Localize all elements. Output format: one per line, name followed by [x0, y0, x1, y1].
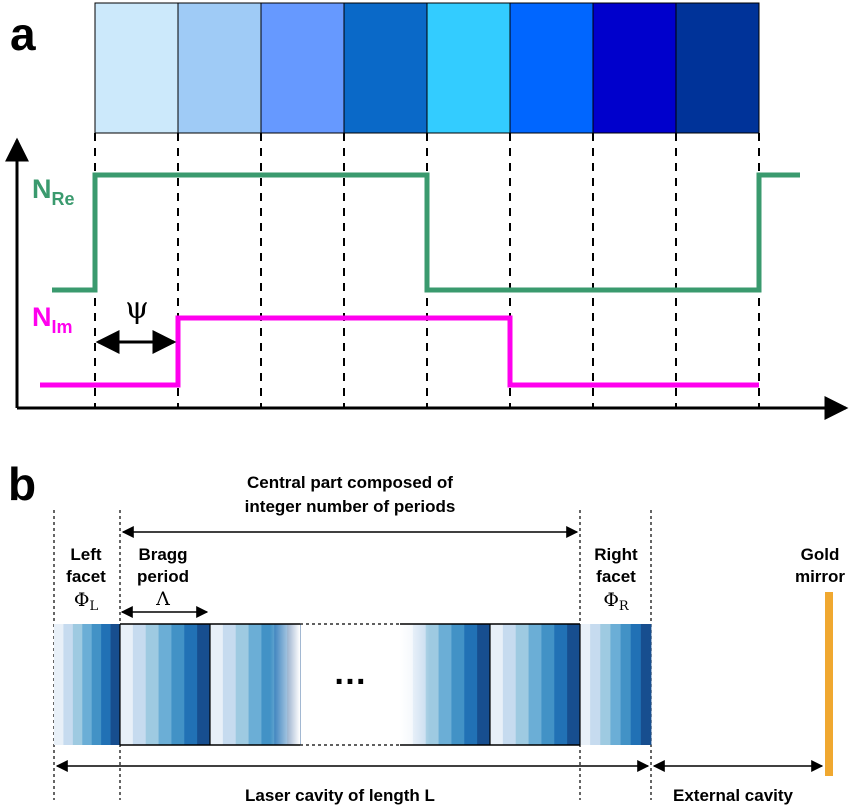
grating-stripe — [515, 624, 529, 745]
right-facet-stripe — [630, 624, 642, 745]
left-facet-stripe — [101, 624, 111, 745]
left-facet-phase: ΦL — [74, 589, 99, 614]
color-cell — [94, 2, 179, 134]
left-facet-stripe — [54, 624, 64, 745]
grating-stripe — [554, 624, 568, 745]
left-facet-stripe — [63, 624, 74, 745]
bragg-period-stripe — [197, 624, 211, 745]
right-facet-stripe — [640, 624, 652, 745]
grating-stripe — [451, 624, 465, 745]
n-im-profile — [40, 315, 759, 388]
right-facet-stripe — [610, 624, 621, 745]
color-cell — [426, 2, 511, 134]
ellipsis: … — [333, 654, 367, 692]
n-im-subscript: Im — [52, 317, 73, 337]
grating-stripe — [477, 624, 491, 745]
bragg-period-stripe — [145, 624, 159, 745]
left-facet-stripe — [82, 624, 93, 745]
bragg-period-stripe — [184, 624, 198, 745]
grating-stripe — [502, 624, 517, 745]
central-part-line-2: integer number of periods — [245, 497, 456, 516]
psi-label: ψ — [125, 291, 149, 326]
left-facet-stripe — [72, 624, 83, 745]
grating-stripe — [248, 624, 262, 745]
color-cell — [675, 2, 760, 134]
gold-mirror — [825, 592, 833, 776]
grating-stripe — [438, 624, 452, 745]
bragg-period-stripe — [158, 624, 172, 745]
gold-mirror-label-2: mirror — [795, 567, 845, 586]
grating-stripe — [541, 624, 555, 745]
left-facet-label-2: facet — [66, 567, 106, 586]
color-cell — [343, 2, 428, 134]
fade-left-block — [270, 624, 300, 745]
right-facet-stripe — [620, 624, 632, 745]
right-facet-stripe — [580, 624, 591, 745]
bragg-period-stripe — [132, 624, 147, 745]
grating-stripe — [528, 624, 542, 745]
left-facet-label-1: Left — [70, 545, 102, 564]
grating-stripe — [235, 624, 249, 745]
color-cell — [260, 2, 345, 134]
grating-stripe — [222, 624, 237, 745]
grating-stripe — [490, 624, 504, 745]
grating-stripe — [464, 624, 478, 745]
n-re-label: NRe — [32, 174, 75, 209]
right-facet-label-2: facet — [596, 567, 636, 586]
color-cell — [509, 2, 594, 134]
color-cell — [592, 2, 677, 134]
right-facet-stripe — [590, 624, 601, 745]
n-re-profile — [52, 172, 800, 293]
grating-stripe — [210, 624, 224, 745]
gold-mirror-label-1: Gold — [801, 545, 840, 564]
grating-stripe — [567, 624, 581, 745]
panel-b-label: b — [8, 458, 36, 510]
bragg-period-label-2: period — [137, 567, 189, 586]
external-cavity-label: External cavity — [673, 786, 794, 805]
bragg-period-stripe — [171, 624, 185, 745]
n-re-subscript: Re — [52, 189, 75, 209]
left-facet-stripe — [91, 624, 102, 745]
bragg-period-stripe — [120, 624, 134, 745]
color-cell — [177, 2, 262, 134]
fade-right-block — [400, 624, 430, 745]
laser-cavity-label: Laser cavity of length L — [245, 786, 435, 805]
right-facet-phase: ΦR — [603, 589, 630, 614]
bragg-period-lambda: Λ — [155, 588, 170, 610]
right-facet-label-1: Right — [594, 545, 638, 564]
n-im-label: NIm — [32, 302, 73, 337]
panel-a-label: a — [10, 8, 36, 60]
central-part-line-1: Central part composed of — [247, 473, 453, 492]
left-facet-stripe — [110, 624, 121, 745]
right-facet-stripe — [600, 624, 611, 745]
bragg-period-label-1: Bragg — [138, 545, 187, 564]
color-cells — [94, 2, 760, 134]
